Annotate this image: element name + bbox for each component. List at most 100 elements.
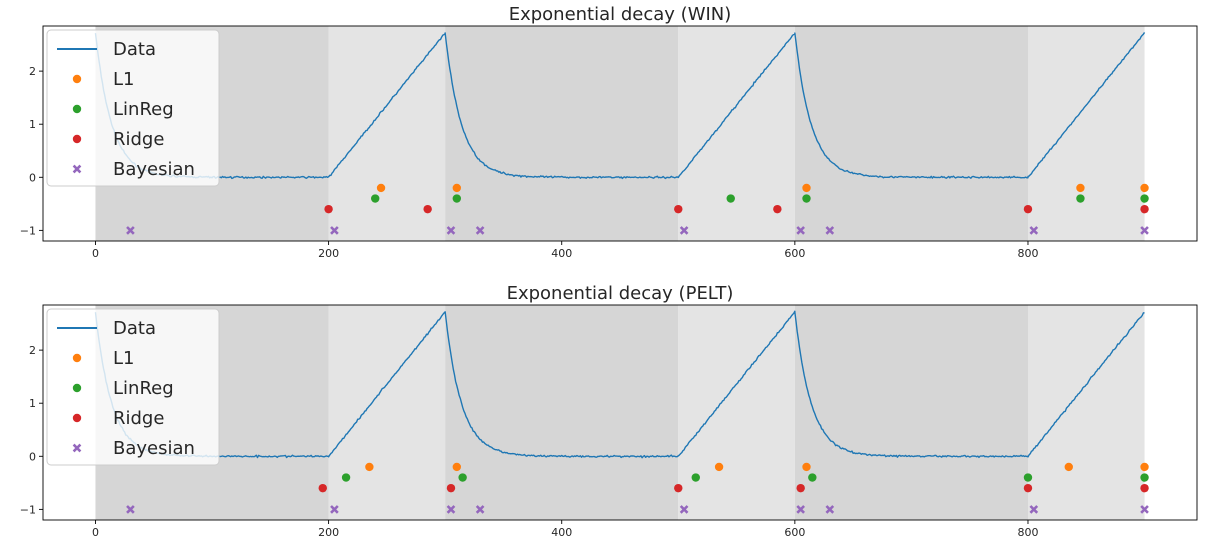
legend-label: L1	[113, 69, 134, 90]
l1-point	[1140, 183, 1149, 193]
linreg-point	[341, 473, 351, 482]
regime-band	[1027, 26, 1145, 241]
bayesian-point	[330, 505, 339, 514]
regime-band	[678, 26, 795, 241]
chart-1: 0 200 400 600 800 −1 0 1 2 Exponential decay (PEL…	[20, 283, 1198, 539]
bayesian-point	[1029, 505, 1039, 514]
legend-dot-swatch	[72, 104, 82, 114]
x-tick-label: 0	[92, 247, 99, 260]
regime-band	[328, 305, 446, 520]
y-tick-label: −1	[20, 503, 36, 516]
plot-area	[94, 26, 1149, 241]
legend-box	[46, 29, 220, 187]
regime-band	[678, 305, 795, 520]
x-tick-label: 600	[784, 526, 805, 539]
regime-band	[794, 305, 1028, 520]
bayesian-point	[330, 226, 339, 235]
y-tick-label: 0	[29, 450, 36, 463]
l1-point	[802, 183, 811, 193]
y-tick-label: 2	[29, 344, 36, 357]
bayesian-point	[679, 505, 689, 514]
legend-label: Data	[113, 318, 156, 339]
legend-dot-swatch	[72, 383, 82, 393]
y-tick-label: 1	[29, 397, 36, 410]
legend-dot-swatch	[72, 353, 82, 363]
bayesian-point	[475, 226, 485, 235]
bayesian-point	[126, 226, 135, 235]
l1-point	[376, 183, 386, 193]
linreg-point	[1140, 194, 1149, 203]
ridge-point	[674, 204, 683, 214]
chart-title: Exponential decay (WIN)	[509, 4, 732, 25]
bayesian-point	[126, 505, 135, 514]
legend: Data L1 LinReg Ridge Bayesian	[46, 308, 220, 466]
ridge-point	[324, 204, 333, 214]
linreg-point	[726, 194, 735, 203]
legend-label: LinReg	[113, 99, 174, 120]
bayesian-point	[825, 226, 835, 235]
linreg-point	[808, 473, 817, 482]
ridge-point	[1023, 483, 1033, 493]
data-line	[94, 32, 1146, 180]
bayesian-point	[825, 505, 835, 514]
l1-point	[1076, 183, 1085, 193]
x-tick-label: 0	[92, 526, 99, 539]
linreg-point	[452, 194, 462, 203]
y-tick-label: 0	[29, 171, 36, 184]
ridge-point	[1140, 483, 1149, 493]
l1-point	[452, 462, 462, 472]
y-tick-label: 1	[29, 118, 36, 131]
legend-label: Bayesian	[113, 159, 195, 180]
legend-dot-swatch	[72, 413, 82, 423]
linreg-point	[1076, 194, 1085, 203]
linreg-point	[1023, 473, 1033, 482]
ridge-point	[318, 483, 327, 493]
legend-dot-swatch	[72, 74, 82, 84]
y-tick-label: −1	[20, 224, 36, 237]
x-tick-label: 400	[551, 526, 572, 539]
x-tick-label: 600	[784, 247, 805, 260]
l1-point	[1140, 462, 1149, 472]
legend-label: Data	[113, 39, 156, 60]
linreg-point	[371, 194, 380, 203]
regime-band	[794, 26, 1028, 241]
bayesian-point	[446, 505, 456, 514]
legend-box	[46, 308, 220, 466]
y-tick-label: 2	[29, 65, 36, 78]
chart-0: 0 200 400 600 800 −1 0 1 2 Exponential decay (WIN…	[20, 4, 1198, 260]
bayesian-point	[1140, 226, 1149, 235]
linreg-point	[802, 194, 811, 203]
linreg-point	[1140, 473, 1149, 482]
ridge-point	[773, 204, 782, 214]
l1-point	[1064, 462, 1073, 472]
ridge-point	[674, 483, 683, 493]
x-tick-label: 200	[318, 247, 339, 260]
regime-band	[1027, 305, 1145, 520]
x-tick-label: 400	[551, 247, 572, 260]
axes-frame	[42, 25, 1198, 242]
plot-area	[94, 305, 1149, 520]
chart-title: Exponential decay (PELT)	[507, 283, 734, 304]
bayesian-point	[1140, 505, 1149, 514]
legend-label: L1	[113, 348, 134, 369]
x-tick-label: 800	[1017, 247, 1038, 260]
ridge-point	[1023, 204, 1033, 214]
l1-point	[714, 462, 724, 472]
legend-label: Ridge	[113, 129, 164, 150]
bayesian-point	[796, 505, 805, 514]
bayesian-point	[1029, 226, 1039, 235]
x-tick-label: 200	[318, 526, 339, 539]
l1-point	[802, 462, 811, 472]
linreg-point	[458, 473, 467, 482]
ridge-point	[423, 204, 432, 214]
legend-label: Ridge	[113, 408, 164, 429]
bayesian-point	[796, 226, 805, 235]
regime-band	[445, 305, 679, 520]
legend-x-swatch	[72, 443, 82, 453]
x-tick-label: 800	[1017, 526, 1038, 539]
linreg-point	[691, 473, 700, 482]
data-line	[94, 310, 1145, 459]
axes-frame	[42, 304, 1198, 521]
regime-band	[445, 26, 679, 241]
